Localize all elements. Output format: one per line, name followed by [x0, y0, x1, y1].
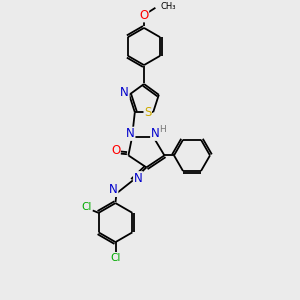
Text: O: O [140, 9, 148, 22]
Text: N: N [109, 183, 118, 196]
Text: N: N [134, 172, 142, 185]
Text: S: S [144, 106, 152, 119]
Text: N: N [126, 127, 135, 140]
Text: CH₃: CH₃ [160, 2, 176, 11]
Text: N: N [151, 127, 160, 140]
Text: O: O [111, 144, 120, 157]
Text: Cl: Cl [81, 202, 92, 212]
Text: Cl: Cl [110, 253, 121, 263]
Text: N: N [120, 86, 129, 99]
Text: H: H [159, 125, 165, 134]
